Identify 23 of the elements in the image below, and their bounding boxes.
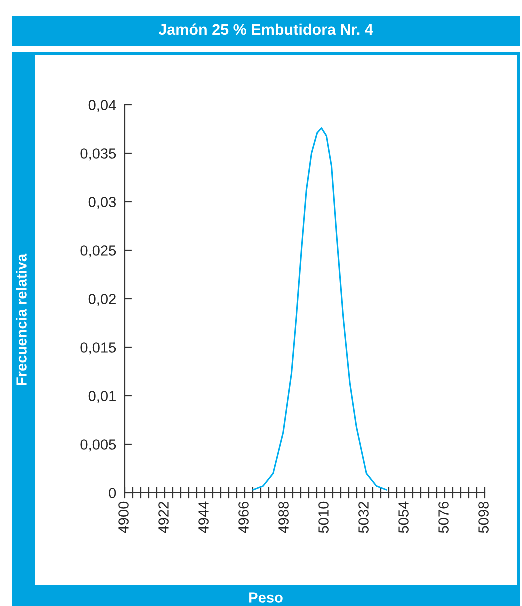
x-tick-label: 4922 — [158, 502, 169, 534]
x-tick-label: 5032 — [358, 502, 369, 534]
y-tick-label: 0,03 — [88, 197, 116, 210]
y-tick-label: 0,02 — [88, 294, 116, 306]
x-tick-label: 5076 — [438, 502, 449, 534]
x-tick-label: 5054 — [398, 502, 409, 534]
line-series — [252, 128, 388, 491]
y-tick-label: 0,01 — [88, 391, 116, 404]
x-tick-label: 4900 — [118, 502, 129, 534]
x-tick-label: 5010 — [318, 502, 329, 534]
y-tick-label: 0,025 — [80, 246, 116, 258]
x-tick-label: 4988 — [278, 502, 289, 534]
y-tick-label: 0,035 — [80, 148, 116, 161]
x-tick-label: 4944 — [198, 502, 209, 534]
x-axis-title: Peso — [250, 592, 283, 603]
y-axis-title: Frecuencia relativa — [16, 254, 27, 386]
x-tick-label: 4966 — [238, 502, 249, 534]
y-tick-label: 0,015 — [80, 342, 116, 355]
y-tick-label: 0,005 — [80, 440, 116, 452]
y-tick-label: 0,04 — [88, 100, 116, 112]
x-tick-label: 5098 — [478, 502, 489, 534]
chart-title: Jamón 25 % Embutidora Nr. 4 — [158, 24, 374, 36]
y-tick-label: 0 — [109, 488, 116, 498]
